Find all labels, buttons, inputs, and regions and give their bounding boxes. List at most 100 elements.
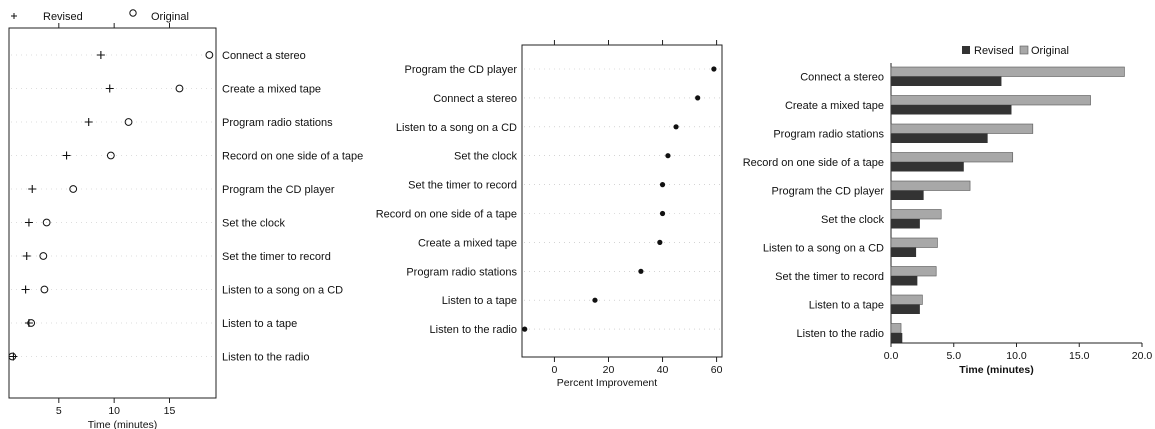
chart3-category-label: Set the clock bbox=[821, 214, 884, 226]
chart2-xlabel: Percent Improvement bbox=[557, 377, 657, 389]
chart3-revised-bar-listen-to-the-radio bbox=[891, 333, 903, 343]
chart2-category-label: Program radio stations bbox=[406, 266, 517, 278]
chart3-original-bar-listen-to-the-radio bbox=[890, 323, 902, 334]
chart1-category-label: Listen to a tape bbox=[222, 318, 297, 330]
chart3-legend-original-swatch bbox=[1019, 45, 1029, 55]
chart1-revised-point-set-the-clock bbox=[24, 218, 33, 227]
chart3-category-label: Listen to a song on a CD bbox=[763, 243, 884, 255]
chart1-category-label: Set the clock bbox=[222, 218, 285, 230]
chart3-xlabel: Time (minutes) bbox=[959, 364, 1033, 376]
chart3-category-label: Connect a stereo bbox=[800, 72, 884, 84]
chart3-original-bar-listen-to-a-tape bbox=[890, 294, 923, 305]
chart3-revised-bar-set-the-clock bbox=[891, 219, 920, 229]
chart3-category-label: Listen to the radio bbox=[797, 328, 884, 340]
chart2-xtick-label-60: 60 bbox=[711, 364, 723, 376]
chart2-category-label: Set the timer to record bbox=[408, 180, 517, 192]
chart1-frame bbox=[8, 27, 217, 399]
chart1-original-point-program-radio-stations bbox=[124, 118, 133, 126]
chart3-xtick-label-3: 15.0 bbox=[1069, 350, 1090, 362]
chart1-revised-point-program-the-cd-player bbox=[28, 185, 37, 193]
chart3-revised-bar-program-the-cd-player bbox=[891, 190, 924, 200]
chart2-point-set-the-timer-to-record bbox=[659, 182, 666, 188]
chart1-original-point-set-the-clock bbox=[42, 218, 51, 227]
chart1-revised-point-create-a-mixed-tape bbox=[105, 84, 114, 93]
chart3-original-bar-set-the-timer-to-record bbox=[890, 266, 937, 277]
chart1-original-point-create-a-mixed-tape bbox=[175, 84, 184, 93]
chart1-revised-point-connect-a-stereo bbox=[96, 51, 105, 59]
chart1-legend-revised-label: Revised bbox=[43, 11, 83, 23]
chart2-point-connect-a-stereo bbox=[695, 95, 701, 101]
chart3-xtick-label-2: 10.0 bbox=[1006, 350, 1027, 362]
chart1-category-label: Program the CD player bbox=[222, 184, 335, 196]
chart1-original-point-connect-a-stereo bbox=[205, 51, 214, 59]
chart2-point-set-the-clock bbox=[665, 153, 671, 159]
chart1-category-label: Record on one side of a tape bbox=[222, 151, 363, 163]
chart1-category-label: Create a mixed tape bbox=[222, 84, 321, 96]
chart2-point-listen-to-a-song-on-a-cd bbox=[673, 124, 679, 130]
chart1-xlabel: Time (minutes) bbox=[88, 419, 158, 429]
chart1-legend-original-symbol bbox=[129, 9, 137, 17]
chart1-category-label: Program radio stations bbox=[222, 117, 333, 129]
chart2-frame bbox=[521, 44, 723, 358]
chart2-category-label: Program the CD player bbox=[405, 64, 518, 76]
chart1-legend-original-label: Original bbox=[151, 11, 189, 23]
chart1-original-point-set-the-timer-to-record bbox=[39, 252, 48, 260]
chart3-xtick-label-1: 5.0 bbox=[946, 350, 961, 362]
chart2-category-label: Listen to a tape bbox=[442, 295, 517, 307]
chart1-revised-point-set-the-timer-to-record bbox=[22, 252, 31, 260]
chart1-category-label: Connect a stereo bbox=[222, 50, 306, 62]
chart2-xtick-label-40: 40 bbox=[657, 364, 669, 376]
chart1-xtick-label-15: 15 bbox=[164, 405, 176, 417]
chart3-revised-bar-listen-to-a-tape bbox=[891, 304, 920, 314]
chart2-xtick-label-20: 20 bbox=[603, 364, 615, 376]
chart2-category-label: Create a mixed tape bbox=[418, 237, 517, 249]
chart3-legend-revised-label: Revised bbox=[974, 45, 1014, 57]
chart2-category-label: Set the clock bbox=[454, 151, 517, 163]
chart2-point-program-the-cd-player bbox=[711, 66, 717, 72]
chart3-revised-bar-program-radio-stations bbox=[891, 133, 988, 143]
chart2-point-create-a-mixed-tape bbox=[657, 239, 663, 245]
chart3-original-bar-listen-to-a-song-on-a-cd bbox=[890, 237, 938, 248]
chart1-original-point-record-on-one-side-of-a-tape bbox=[106, 151, 115, 160]
chart3-category-label: Set the timer to record bbox=[775, 271, 884, 283]
chart3-original-bar-program-radio-stations bbox=[890, 123, 1034, 134]
chart1-revised-point-listen-to-a-song-on-a-cd bbox=[21, 285, 30, 294]
chart1-category-label: Listen to the radio bbox=[222, 352, 309, 364]
chart3-original-bar-connect-a-stereo bbox=[890, 66, 1125, 77]
chart3-category-label: Record on one side of a tape bbox=[743, 157, 884, 169]
chart2-category-label: Connect a stereo bbox=[433, 93, 517, 105]
chart2-point-listen-to-the-radio bbox=[522, 326, 528, 332]
chart3-revised-bar-listen-to-a-song-on-a-cd bbox=[891, 247, 917, 257]
chart3-category-label: Program the CD player bbox=[772, 186, 885, 198]
chart2-point-record-on-one-side-of-a-tape bbox=[659, 210, 666, 217]
chart3-original-bar-program-the-cd-player bbox=[890, 180, 971, 191]
chart3-xtick-label-4: 20.0 bbox=[1132, 350, 1153, 362]
chart3-original-bar-record-on-one-side-of-a-tape bbox=[890, 152, 1014, 163]
chart2-point-listen-to-a-tape bbox=[592, 297, 598, 303]
chart1-xtick-label-10: 10 bbox=[108, 405, 120, 417]
chart3-legend-original-label: Original bbox=[1031, 45, 1069, 57]
chart3-revised-bar-create-a-mixed-tape bbox=[891, 105, 1012, 115]
chart1-category-label: Set the timer to record bbox=[222, 251, 331, 263]
chart1-original-point-listen-to-a-tape bbox=[27, 319, 36, 327]
chart2-point-program-radio-stations bbox=[638, 268, 644, 274]
chart3-category-label: Program radio stations bbox=[773, 129, 884, 141]
chart3-original-bar-create-a-mixed-tape bbox=[890, 95, 1091, 106]
chart3-original-bar-set-the-clock bbox=[890, 209, 942, 220]
chart1-original-point-program-the-cd-player bbox=[69, 185, 78, 193]
chart2-category-label: Listen to a song on a CD bbox=[396, 122, 517, 134]
chart3-category-label: Create a mixed tape bbox=[785, 100, 884, 112]
chart3-category-label: Listen to a tape bbox=[809, 300, 884, 312]
chart2-category-label: Listen to the radio bbox=[430, 324, 517, 336]
chart1-category-label: Listen to a song on a CD bbox=[222, 285, 343, 297]
chart1-original-point-listen-to-a-song-on-a-cd bbox=[40, 285, 49, 294]
chart1-original-point-listen-to-the-radio bbox=[8, 352, 17, 361]
chart3-revised-bar-set-the-timer-to-record bbox=[891, 276, 918, 286]
chart1-revised-point-program-radio-stations bbox=[84, 118, 93, 126]
chart2-xtick-label-0: 0 bbox=[552, 364, 558, 376]
chart1-legend-revised-symbol bbox=[11, 13, 17, 19]
chart3-legend-revised-swatch bbox=[962, 46, 970, 54]
chart3-xtick-label-0: 0.0 bbox=[884, 350, 899, 362]
chart3-revised-bar-connect-a-stereo bbox=[891, 76, 1002, 86]
